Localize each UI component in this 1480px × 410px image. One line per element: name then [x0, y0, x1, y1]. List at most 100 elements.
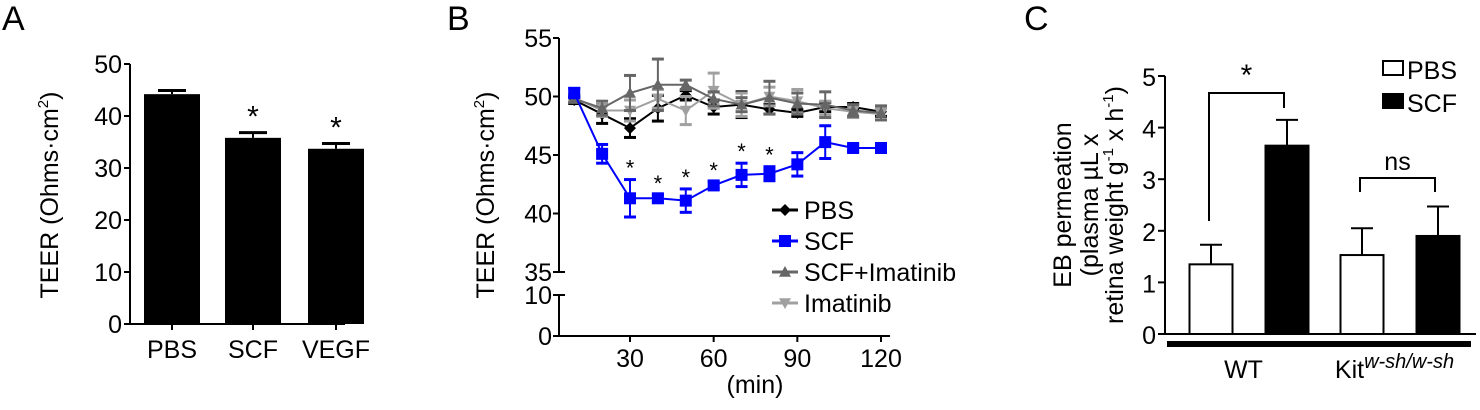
bars: * * [144, 89, 364, 324]
data-point [596, 102, 609, 113]
significance-marker: * [626, 156, 635, 181]
legend-label: PBS [1407, 57, 1457, 85]
legend-item-imatinib: Imatinib [772, 290, 892, 318]
data-point [651, 192, 664, 205]
series-scf [568, 86, 887, 219]
group-label: WT [1224, 356, 1263, 384]
x-axis-title: (min) [727, 371, 784, 399]
bar-vegf [308, 148, 364, 324]
x-tick-label: SCF [228, 336, 278, 364]
legend-label: SCF [1407, 90, 1457, 118]
y-tick-label: 50 [524, 84, 552, 112]
y-tick-label: 10 [94, 259, 122, 287]
data-point [735, 98, 748, 110]
data-point [679, 78, 692, 90]
y-axis-title: TEER (Ohms·cm2) [35, 92, 64, 299]
panel-b: B TEER (Ohms·cm2) (min) 35 40 45 50 55 0 10 30 60… [447, 0, 956, 399]
data-point [875, 106, 887, 118]
data-point [707, 92, 720, 104]
data-point [819, 98, 832, 110]
y-tick-label: 5 [1142, 64, 1156, 92]
legend-marker [779, 204, 791, 216]
panel-label-b: B [447, 0, 470, 38]
data-point [875, 141, 887, 154]
y-tick-label: 3 [1142, 167, 1156, 195]
x-tick-label: 90 [783, 345, 811, 373]
significance-marker: * [765, 143, 774, 168]
y-tick-label: 55 [524, 25, 552, 53]
legend-item-scf-imatinib: SCF+Imatinib [772, 259, 956, 287]
x-tick-label: 120 [860, 345, 902, 373]
legend-item-scf: SCF [1382, 90, 1457, 118]
significance-marker: * [681, 165, 690, 190]
bar-scf [225, 137, 281, 324]
data-point [763, 91, 776, 103]
bar-pbs [1188, 263, 1234, 335]
bracket-line [1208, 92, 1285, 221]
significance-marker: * [654, 171, 663, 196]
y-tick-label: 2 [1142, 219, 1156, 247]
legend-item-pbs: PBS [1382, 57, 1457, 85]
y-tick-label: 20 [94, 207, 122, 235]
y-tick-label: 35 [524, 259, 552, 287]
x-tick-label: 60 [700, 345, 728, 373]
data-point [679, 105, 692, 117]
data-point [735, 168, 748, 181]
legend-item-scf: SCF [772, 228, 854, 256]
significance-marker: * [247, 101, 259, 134]
bar-scf [1264, 144, 1310, 335]
group-underline [1318, 341, 1471, 347]
bar-pbs [144, 94, 200, 324]
group-kit: Kitw-sh/w-sh [1318, 205, 1471, 384]
y-axis-title: TEER (Ohms·cm2) [471, 92, 500, 299]
data-point [624, 86, 636, 98]
y-tick-label: 0 [538, 323, 552, 351]
bar-scf [1415, 234, 1461, 336]
x-tick-label: PBS [147, 336, 197, 364]
significance-marker: * [709, 158, 718, 183]
data-point [819, 136, 832, 149]
y-axis-title-line1: EB permeation [1049, 122, 1077, 287]
data-point [624, 192, 636, 205]
legend-marker [779, 235, 791, 247]
panel-label-c: C [1024, 0, 1049, 38]
data-point [847, 104, 860, 116]
data-point [651, 78, 664, 90]
y-tick-label: 10 [524, 282, 552, 310]
data-point [791, 97, 804, 109]
comparison-bracket-wt: * [1208, 59, 1285, 221]
series-imatinib [568, 71, 887, 127]
y-tick-label: 40 [524, 201, 552, 229]
y-tick-label: 0 [108, 311, 122, 339]
legend-label: SCF+Imatinib [804, 259, 956, 287]
legend: PBS SCF [1382, 57, 1457, 118]
legend-label: Imatinib [804, 290, 892, 318]
y-axis-title-text: TEER (Ohms·cm2) [35, 92, 64, 299]
axes: (min) 35 40 45 50 55 0 10 30 60 90 120 [524, 25, 902, 399]
bracket-line [1359, 177, 1436, 192]
legend-label: SCF [804, 228, 854, 256]
legend-swatch [1382, 93, 1404, 109]
panel-label-a: A [2, 0, 25, 38]
series-pbs [568, 89, 887, 139]
data-point [791, 158, 804, 171]
y-tick-label: 50 [94, 51, 122, 79]
group-wt: WT [1167, 118, 1320, 384]
y-tick-label: 1 [1142, 270, 1156, 298]
significance-marker: * [330, 112, 342, 145]
y-tick-label: 45 [524, 142, 552, 170]
group-label: Kitw-sh/w-sh [1335, 351, 1454, 384]
y-axis-title-line3: retina weight g-1 x h-1) [1100, 86, 1129, 324]
data-point [624, 122, 636, 135]
data-point [707, 179, 720, 192]
data-point [679, 194, 692, 207]
x-tick-label: VEGF [302, 336, 370, 364]
x-tick-label: 30 [616, 345, 644, 373]
y-tick-label: 0 [1142, 322, 1156, 350]
series-line [573, 94, 882, 130]
axes: 0 10 20 30 40 50 PBS SCF VEGF [94, 51, 370, 364]
y-tick-label: 4 [1142, 116, 1156, 144]
significance-marker: * [737, 139, 746, 164]
